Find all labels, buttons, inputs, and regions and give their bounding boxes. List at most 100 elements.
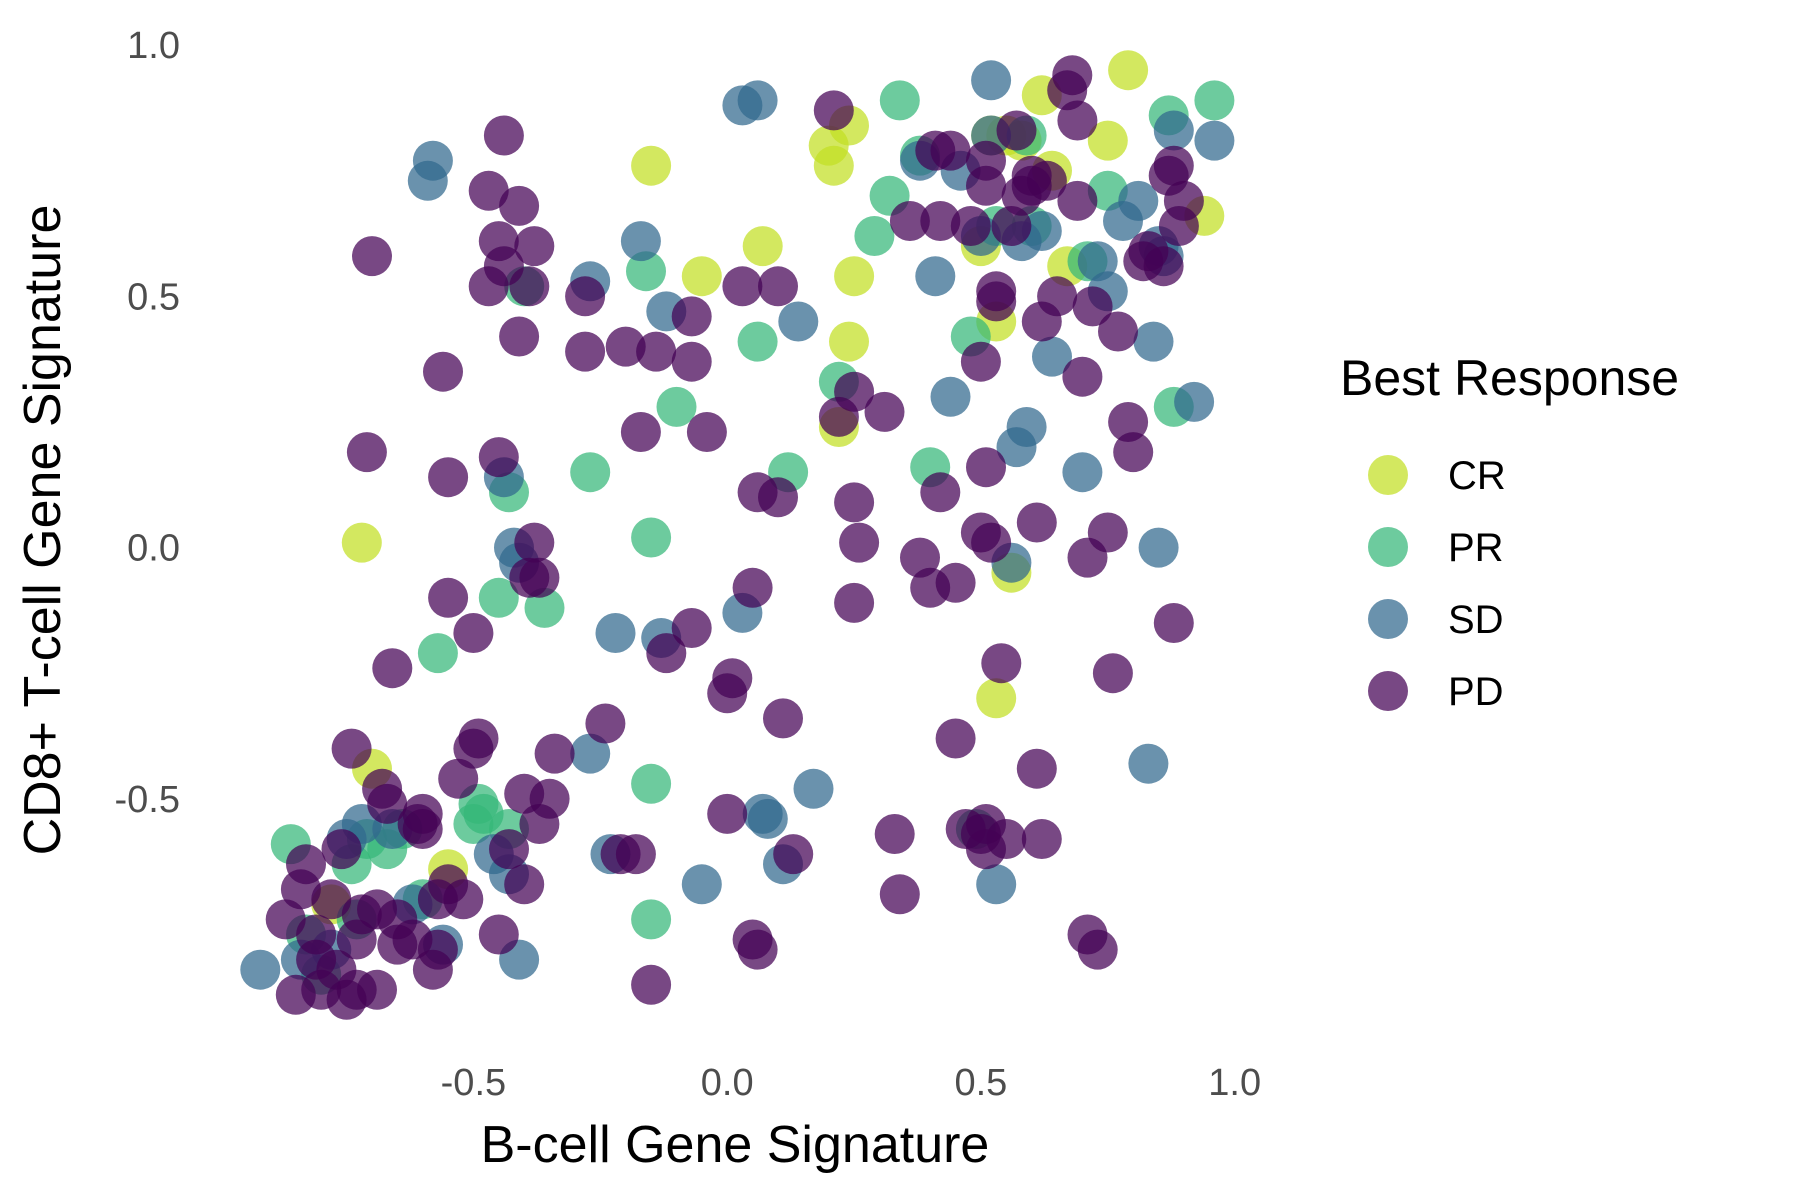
point-pd-53 [336,919,377,960]
point-pd-143 [1092,653,1133,694]
point-pd-110 [976,281,1017,322]
point-pd-144 [935,718,976,759]
point-pd-77 [534,733,575,774]
point-pd-61 [636,331,677,372]
point-pd-11 [346,432,387,473]
point-pd-139 [1153,145,1194,186]
point-pr-15 [631,763,672,804]
point-pd-14 [514,522,555,563]
y-tick-label: 1.0 [127,25,180,67]
point-pd-116 [1016,502,1057,543]
point-pd-67 [758,266,798,307]
legend-swatch-pd [1368,671,1408,711]
point-pd-54 [377,924,418,965]
point-pd-16 [453,613,494,653]
point-pd-15 [428,577,469,618]
point-pd-72 [707,673,748,714]
point-pd-63 [671,341,712,382]
point-cr-3 [631,145,672,186]
point-cr-20 [1087,120,1128,161]
point-pd-2 [499,185,540,226]
point-pd-8 [499,316,540,357]
point-pd-55 [311,879,352,920]
point-pr-20 [879,80,920,121]
point-sd-44 [1077,241,1118,282]
point-pr-18 [854,216,895,256]
point-pd-100 [930,130,971,171]
point-pd-132 [1098,311,1138,352]
y-axis-title: CD8+ T-cell Gene Signature [14,205,72,856]
point-sd-56 [976,864,1017,905]
point-pd-7 [509,266,550,307]
points-layer [240,50,1235,1020]
point-pd-131 [1087,512,1128,553]
point-pd-75 [646,633,687,674]
point-pd-112 [991,206,1032,246]
point-pd-101 [935,562,976,603]
point-pd-80 [707,793,748,834]
point-pr-28 [1087,170,1128,211]
point-pd-91 [864,391,905,432]
point-pr-3 [478,577,519,618]
legend-label-cr: CR [1448,454,1506,498]
point-pd-66 [722,266,763,307]
point-pd-0 [483,115,524,156]
point-sd-43 [1062,452,1103,493]
point-pd-84 [737,929,778,970]
point-pd-62 [671,296,712,337]
point-pd-58 [565,276,606,317]
point-pd-57 [275,974,316,1015]
point-cr-24 [976,678,1017,719]
point-cr-5 [742,226,783,267]
point-sd-48 [1133,321,1174,362]
point-sd-20 [570,733,611,774]
point-pd-151 [397,804,438,844]
legend-swatch-pr [1368,527,1408,567]
point-pd-130 [1077,929,1118,970]
legend-title: Best Response [1340,350,1679,406]
point-sd-26 [778,301,819,342]
point-pd-64 [620,412,661,452]
point-pd-56 [265,899,306,940]
point-cr-7 [813,145,854,186]
point-pd-9 [352,236,392,277]
point-pd-113 [996,110,1037,151]
point-pd-60 [605,326,646,367]
point-pd-79 [615,834,656,875]
point-sd-55 [1194,120,1235,161]
point-pd-69 [758,477,798,518]
point-pd-111 [981,643,1022,684]
point-pd-150 [945,809,986,849]
point-pd-108 [971,522,1012,563]
point-pd-51 [321,829,362,870]
point-pr-12 [737,321,778,362]
x-tick-label: 0.0 [701,1062,754,1104]
point-pd-70 [732,567,773,608]
point-pd-106 [966,140,1006,181]
point-pd-19 [372,648,413,689]
point-sd-36 [971,60,1012,101]
y-tick-label: 0.0 [127,528,180,570]
legend-item-sd: SD [1368,598,1504,642]
point-pd-126 [1062,356,1103,397]
point-sd-34 [930,376,971,417]
point-pd-137 [1143,246,1184,287]
point-sd-32 [915,256,956,297]
point-pd-90 [834,582,875,623]
point-sd-50 [1138,527,1179,568]
point-sd-18 [595,613,636,653]
point-pd-148 [1021,819,1062,859]
point-pd-22 [367,783,408,824]
point-pd-134 [1108,402,1149,442]
point-pd-88 [834,482,875,523]
point-pd-31 [489,829,529,870]
point-sd-28 [742,793,783,834]
point-sd-22 [681,864,722,905]
y-tick-label: -0.5 [115,779,180,821]
legend-item-cr: CR [1368,454,1506,498]
point-sd-42 [1032,336,1072,377]
point-sd-1 [407,160,448,201]
point-sd-25 [722,85,763,126]
point-pd-142 [1153,603,1194,643]
point-pd-92 [874,814,915,854]
